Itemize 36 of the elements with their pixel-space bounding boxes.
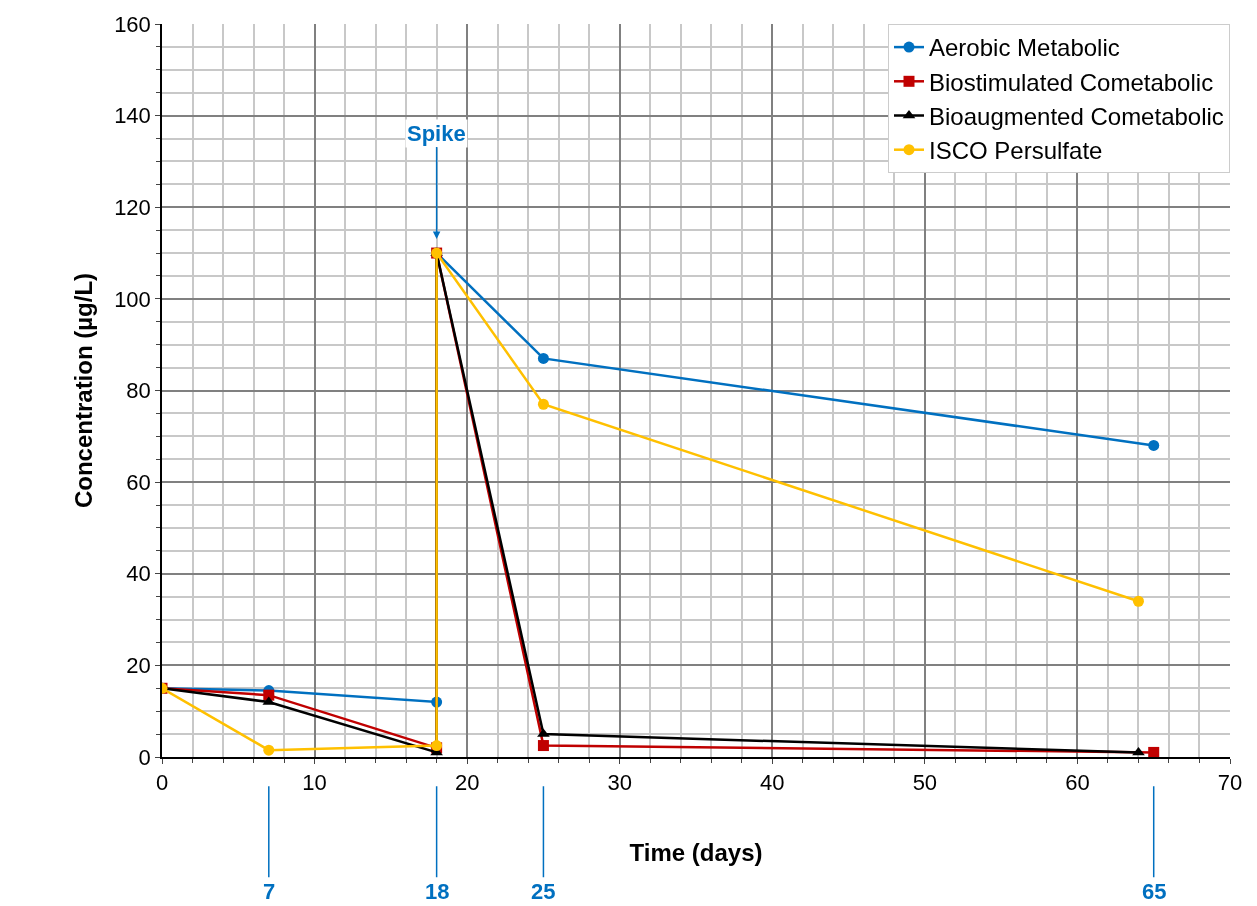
legend-label: Aerobic Metabolic xyxy=(929,34,1120,62)
y-tick-label: 140 xyxy=(114,103,151,129)
x-tick-label: 20 xyxy=(454,770,480,796)
point xyxy=(537,740,549,752)
x-tick-label: 40 xyxy=(760,770,785,796)
legend-label: ISCO Persulfate xyxy=(929,137,1103,165)
y-tick-label: 0 xyxy=(138,744,151,770)
y-tick-label: 160 xyxy=(114,11,151,37)
point xyxy=(263,744,275,756)
y-tick-label: 20 xyxy=(126,653,151,679)
y-tick-label: 120 xyxy=(114,194,151,220)
y-tick-label: 80 xyxy=(126,378,151,404)
annotation: 25 xyxy=(531,879,556,904)
point xyxy=(1132,746,1145,756)
x-tick-label: 0 xyxy=(155,770,169,796)
y-axis-title: Concentration (µg/L) xyxy=(69,272,97,509)
point xyxy=(1148,439,1160,451)
point xyxy=(537,398,549,410)
y-tick-label: 40 xyxy=(126,561,151,587)
y-tick-label: 60 xyxy=(126,469,151,495)
point xyxy=(537,352,549,364)
x-tick-label: 70 xyxy=(1217,770,1243,796)
annotation: 7 xyxy=(263,879,276,904)
y-tick-label: 100 xyxy=(114,286,151,312)
point xyxy=(1148,746,1160,757)
point xyxy=(1132,595,1144,607)
x-tick-label: 50 xyxy=(912,770,938,796)
x-tick-label: 30 xyxy=(607,770,632,796)
x-tick-label: 10 xyxy=(302,770,327,796)
annotation: 18 xyxy=(425,879,450,904)
annotation: 65 xyxy=(1142,879,1167,904)
legend-label: Bioaugmented Cometabolic xyxy=(929,102,1224,130)
legend-label: Biostimulated Cometabolic xyxy=(929,68,1214,96)
x-tick-label: 60 xyxy=(1065,770,1090,796)
annotation: Spike xyxy=(407,121,466,146)
x-axis-title: Time (days) xyxy=(629,838,763,866)
